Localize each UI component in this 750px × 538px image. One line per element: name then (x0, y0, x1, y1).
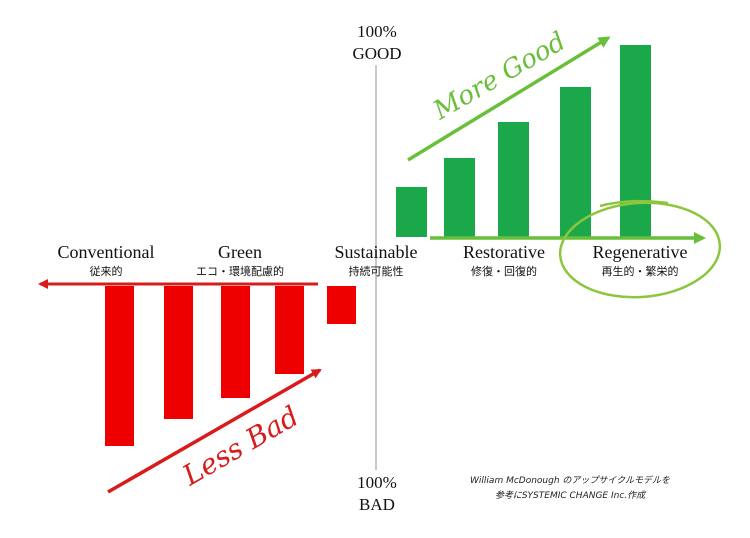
bad-bar-5 (327, 286, 356, 324)
stage-en: Green (218, 242, 262, 262)
good-bar-2 (444, 158, 475, 237)
stage-label-regenerative: Regenerative 再生的・繁栄的 (578, 242, 702, 279)
axis-bottom-label: 100% BAD (345, 472, 409, 516)
more-good-annotation: More Good (428, 27, 571, 127)
good-bar-5 (620, 45, 651, 237)
stage-label-conventional: Conventional 従来的 (46, 242, 166, 279)
stage-en: Regenerative (592, 242, 688, 262)
axis-top-word: GOOD (352, 44, 402, 63)
stage-jp: 修復・回復的 (471, 265, 537, 278)
bad-bar-1 (105, 286, 134, 446)
bad-bar-2 (164, 286, 193, 419)
good-bar-4 (560, 87, 591, 237)
axis-bottom-percent: 100% (357, 473, 397, 492)
less-bad-arrow (107, 368, 322, 494)
stage-jp: 再生的・繁栄的 (601, 265, 679, 278)
axis-bottom-word: BAD (359, 495, 395, 514)
less-bad-annotation: Less Bad (176, 399, 304, 492)
stage-label-sustainable: Sustainable 持続可能性 (316, 242, 436, 279)
stage-en: Restorative (463, 242, 545, 262)
bad-bar-4 (275, 286, 304, 374)
credit-note: William McDonough のアップサイクルモデルを 参考にSYSTEM… (440, 474, 700, 504)
stage-label-restorative: Restorative 修復・回復的 (444, 242, 564, 279)
stage-en: Sustainable (334, 242, 418, 262)
stage-jp: エコ・環境配慮的 (196, 265, 284, 278)
good-bar-3 (498, 122, 529, 237)
highlight-circle-tail (599, 199, 669, 208)
stage-label-green: Green エコ・環境配慮的 (180, 242, 300, 279)
bad-bar-3 (221, 286, 250, 398)
good-bar-1 (396, 187, 427, 237)
stage-en: Conventional (57, 242, 155, 262)
regenerative-highlight-circle (558, 201, 722, 299)
more-good-arrow (407, 36, 611, 162)
credit-line-2: 参考にSYSTEMIC CHANGE Inc.作成 (494, 491, 646, 501)
axis-top-percent: 100% (357, 22, 397, 41)
credit-line-1: William McDonough のアップサイクルモデルを (470, 476, 670, 486)
stage-jp: 持続可能性 (348, 265, 404, 278)
stage-jp: 従来的 (89, 265, 123, 278)
axis-top-label: 100% GOOD (345, 21, 409, 65)
